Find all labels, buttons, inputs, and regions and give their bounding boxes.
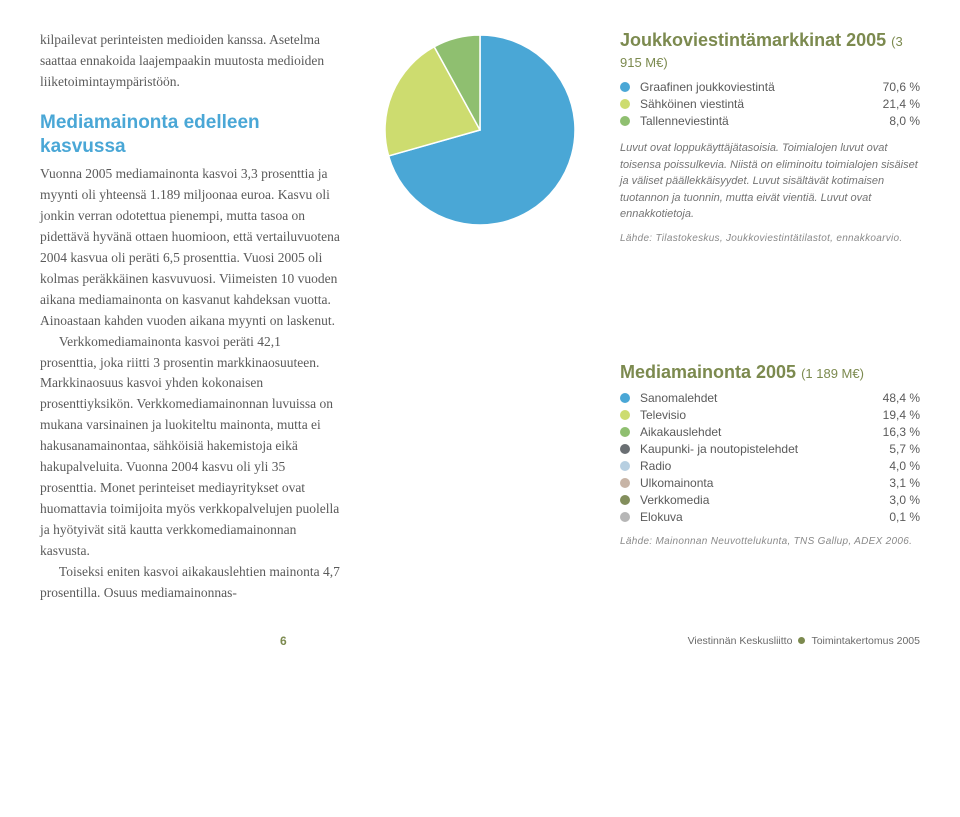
chart1-legend: Graafinen joukkoviestintä70,6 %Sähköinen… [620, 80, 920, 128]
legend-row: Sanomalehdet48,4 % [620, 391, 920, 405]
legend-swatch [620, 410, 630, 420]
legend-swatch [620, 461, 630, 471]
article-body-3: Toiseksi eniten kasvoi aikakauslehtien m… [40, 562, 340, 604]
pie-chart-1-svg [380, 30, 580, 230]
legend-row: Ulkomainonta3,1 % [620, 476, 920, 490]
legend-value: 70,6 % [883, 80, 920, 94]
legend-label: Radio [640, 459, 889, 473]
chart2-legend: Sanomalehdet48,4 %Televisio19,4 %Aikakau… [620, 391, 920, 524]
legend-row: Elokuva0,1 % [620, 510, 920, 524]
legend-value: 21,4 % [883, 97, 920, 111]
footer-doc: Toimintakertomus 2005 [811, 635, 920, 647]
page-number: 6 [280, 634, 287, 648]
legend-label: Tallenneviestintä [640, 114, 889, 128]
legend-swatch [620, 427, 630, 437]
chart1-title-text: Joukkoviestintämarkkinat 2005 [620, 30, 886, 50]
legend-label: Sähköinen viestintä [640, 97, 883, 111]
legend-value: 16,3 % [883, 425, 920, 439]
legend-label: Verkkomedia [640, 493, 889, 507]
chart2-source: Lähde: Mainonnan Neuvottelukunta, TNS Ga… [620, 536, 920, 547]
article-heading: Mediamainonta edelleen kasvussa [40, 111, 340, 159]
legend-value: 3,1 % [889, 476, 920, 490]
chart2-block: Mediamainonta 2005 (1 189 M€) Sanomalehd… [620, 362, 920, 547]
legend-swatch [620, 393, 630, 403]
chart1-source: Lähde: Tilastokeskus, Joukkoviestintätil… [620, 233, 920, 244]
chart2-title-text: Mediamainonta 2005 [620, 362, 796, 382]
legend-swatch [620, 444, 630, 454]
chart1-note: Luvut ovat loppukäyttäjätasoisia. Toimia… [620, 140, 920, 223]
legend-value: 19,4 % [883, 408, 920, 422]
footer-right: Viestinnän Keskusliitto Toimintakertomus… [688, 635, 920, 647]
legend-value: 48,4 % [883, 391, 920, 405]
chart1-block: Joukkoviestintämarkkinat 2005 (3 915 M€)… [620, 30, 920, 244]
legend-row: Tallenneviestintä8,0 % [620, 114, 920, 128]
article-body-1: Vuonna 2005 mediamainonta kasvoi 3,3 pro… [40, 164, 340, 331]
chart2-subtitle: (1 189 M€) [801, 366, 864, 381]
legend-swatch [620, 116, 630, 126]
legend-column: Joukkoviestintämarkkinat 2005 (3 915 M€)… [620, 30, 920, 604]
page-footer: 6 Viestinnän Keskusliitto Toimintakertom… [40, 634, 920, 648]
legend-swatch [620, 99, 630, 109]
legend-label: Graafinen joukkoviestintä [640, 80, 883, 94]
chart2-title: Mediamainonta 2005 (1 189 M€) [620, 362, 920, 383]
footer-bullet-icon [798, 637, 805, 644]
legend-label: Ulkomainonta [640, 476, 889, 490]
legend-label: Televisio [640, 408, 883, 422]
legend-swatch [620, 512, 630, 522]
page-layout: kilpailevat perinteisten medioiden kanss… [40, 30, 920, 604]
legend-value: 0,1 % [889, 510, 920, 524]
legend-swatch [620, 478, 630, 488]
legend-value: 8,0 % [889, 114, 920, 128]
legend-label: Aikakauslehdet [640, 425, 883, 439]
article-column: kilpailevat perinteisten medioiden kanss… [40, 30, 340, 604]
chart1-title: Joukkoviestintämarkkinat 2005 (3 915 M€) [620, 30, 920, 72]
legend-row: Televisio19,4 % [620, 408, 920, 422]
article-body-2: Verkkomediamainonta kasvoi peräti 42,1 p… [40, 332, 340, 562]
pie-chart-1 [380, 30, 580, 235]
legend-row: Sähköinen viestintä21,4 % [620, 97, 920, 111]
legend-row: Kaupunki- ja noutopistelehdet5,7 % [620, 442, 920, 456]
legend-swatch [620, 495, 630, 505]
legend-row: Graafinen joukkoviestintä70,6 % [620, 80, 920, 94]
legend-value: 4,0 % [889, 459, 920, 473]
legend-label: Sanomalehdet [640, 391, 883, 405]
article-intro: kilpailevat perinteisten medioiden kanss… [40, 30, 340, 93]
legend-value: 3,0 % [889, 493, 920, 507]
legend-row: Aikakauslehdet16,3 % [620, 425, 920, 439]
legend-label: Kaupunki- ja noutopistelehdet [640, 442, 889, 456]
legend-swatch [620, 82, 630, 92]
legend-row: Verkkomedia3,0 % [620, 493, 920, 507]
charts-column [370, 30, 590, 604]
legend-value: 5,7 % [889, 442, 920, 456]
legend-label: Elokuva [640, 510, 889, 524]
footer-org: Viestinnän Keskusliitto [688, 635, 793, 647]
legend-row: Radio4,0 % [620, 459, 920, 473]
